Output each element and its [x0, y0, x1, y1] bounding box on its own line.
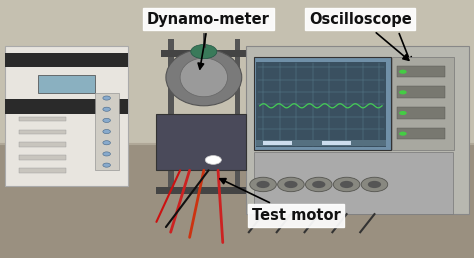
FancyBboxPatch shape — [397, 107, 445, 119]
FancyBboxPatch shape — [156, 187, 249, 194]
FancyBboxPatch shape — [0, 0, 474, 150]
FancyBboxPatch shape — [19, 142, 66, 147]
Circle shape — [361, 177, 388, 192]
FancyBboxPatch shape — [256, 140, 386, 146]
FancyBboxPatch shape — [5, 99, 128, 114]
FancyBboxPatch shape — [397, 66, 445, 77]
FancyBboxPatch shape — [19, 117, 66, 121]
FancyBboxPatch shape — [254, 152, 453, 214]
Ellipse shape — [191, 44, 217, 59]
Circle shape — [103, 141, 110, 145]
Circle shape — [103, 96, 110, 100]
FancyBboxPatch shape — [0, 144, 474, 258]
Circle shape — [399, 90, 407, 94]
FancyBboxPatch shape — [246, 46, 469, 214]
FancyBboxPatch shape — [235, 39, 240, 193]
Circle shape — [368, 181, 381, 188]
Circle shape — [103, 163, 110, 167]
Circle shape — [284, 181, 298, 188]
FancyBboxPatch shape — [19, 155, 66, 160]
FancyBboxPatch shape — [392, 57, 454, 150]
Circle shape — [250, 177, 276, 192]
FancyBboxPatch shape — [397, 86, 445, 98]
Circle shape — [333, 177, 360, 192]
FancyBboxPatch shape — [19, 130, 66, 134]
Text: Test motor: Test motor — [220, 179, 341, 223]
Circle shape — [312, 181, 326, 188]
FancyBboxPatch shape — [19, 168, 66, 173]
FancyBboxPatch shape — [397, 128, 445, 139]
Circle shape — [205, 156, 221, 164]
Circle shape — [399, 132, 407, 136]
Circle shape — [103, 107, 110, 111]
FancyBboxPatch shape — [254, 57, 391, 150]
FancyBboxPatch shape — [156, 114, 246, 170]
Ellipse shape — [166, 49, 242, 106]
FancyBboxPatch shape — [5, 53, 128, 67]
Circle shape — [103, 118, 110, 123]
Circle shape — [256, 181, 270, 188]
FancyBboxPatch shape — [263, 141, 292, 145]
Circle shape — [399, 111, 407, 115]
FancyBboxPatch shape — [322, 141, 351, 145]
FancyBboxPatch shape — [95, 93, 118, 170]
FancyBboxPatch shape — [38, 75, 95, 93]
Circle shape — [399, 70, 407, 74]
Ellipse shape — [180, 58, 228, 97]
Text: Oscilloscope: Oscilloscope — [309, 12, 411, 60]
Circle shape — [103, 130, 110, 134]
FancyBboxPatch shape — [256, 62, 386, 147]
Circle shape — [340, 181, 353, 188]
FancyBboxPatch shape — [168, 39, 174, 193]
FancyBboxPatch shape — [161, 50, 246, 57]
Circle shape — [103, 152, 110, 156]
Text: Dynamo-meter: Dynamo-meter — [147, 12, 270, 69]
Circle shape — [278, 177, 304, 192]
FancyBboxPatch shape — [5, 46, 128, 186]
Circle shape — [306, 177, 332, 192]
